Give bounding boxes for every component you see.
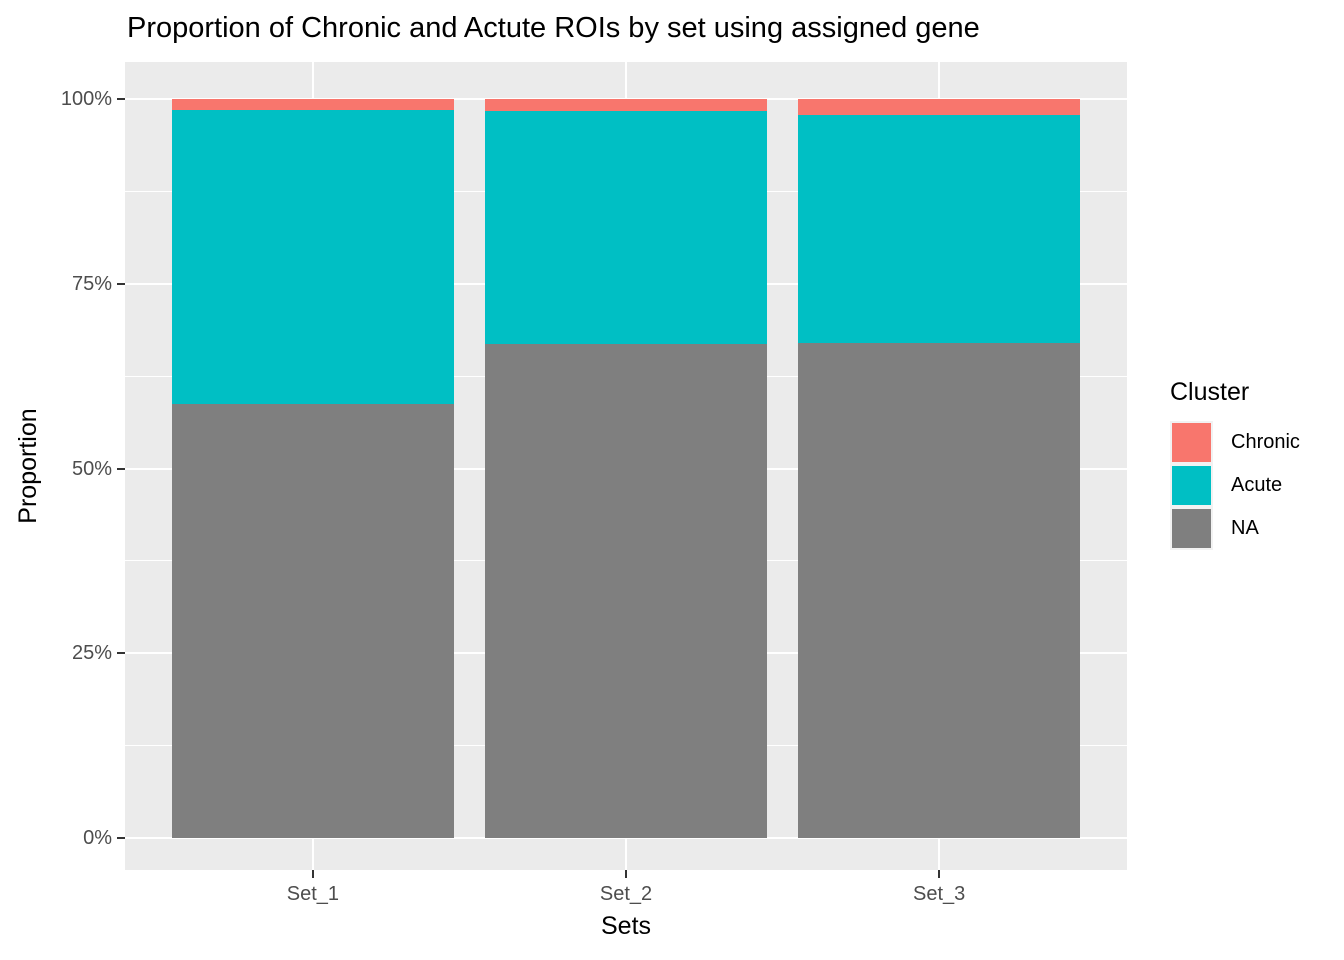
bar-Set_2 xyxy=(485,99,767,838)
y-tick-label: 100% xyxy=(60,88,112,110)
bar-segment-Set_3-Acute xyxy=(798,115,1081,343)
legend-item-label: NA xyxy=(1231,517,1259,539)
legend-key-NA xyxy=(1170,507,1213,550)
legend-item-Acute: Acute xyxy=(1170,464,1300,507)
y-tick-label: 75% xyxy=(71,272,112,295)
y-tick-mark xyxy=(117,837,125,839)
bar-segment-Set_2-Chronic xyxy=(485,99,767,111)
bar-segment-Set_2-NA xyxy=(485,343,767,838)
x-tick-label: Set_3 xyxy=(912,883,966,905)
legend-item-Chronic: Chronic xyxy=(1170,421,1300,464)
legend-swatch-Acute xyxy=(1172,466,1211,505)
legend-items: Chronic Acute NA xyxy=(1170,421,1300,550)
x-tick-label: Set_2 xyxy=(599,883,653,905)
y-axis-title: Proportion xyxy=(14,408,42,524)
legend-item-label: Chronic xyxy=(1231,431,1300,453)
y-tick-mark xyxy=(117,652,125,655)
bar-segment-Set_1-Acute xyxy=(171,110,454,405)
legend-item-NA: NA xyxy=(1170,507,1300,550)
x-tick-mark xyxy=(311,870,314,878)
x-tick-mark xyxy=(938,870,941,878)
legend-key-Chronic xyxy=(1170,421,1213,464)
legend-swatch-NA xyxy=(1172,509,1211,548)
bar-segment-Set_1-NA xyxy=(171,404,454,838)
y-tick-label: 50% xyxy=(71,457,112,480)
chart-title: Proportion of Chronic and Actute ROIs by… xyxy=(127,12,980,44)
legend-swatch-Chronic xyxy=(1172,423,1211,462)
legend-item-label: Acute xyxy=(1231,474,1283,496)
plot-panel xyxy=(125,62,1127,870)
bar-segment-Set_3-NA xyxy=(798,342,1081,838)
bar-segment-Set_2-Acute xyxy=(485,110,767,344)
bar-segment-Set_3-Chronic xyxy=(798,99,1081,116)
bar-Set_1 xyxy=(171,99,454,838)
legend: Cluster Chronic Acute NA xyxy=(1170,378,1300,550)
y-tick-label: 0% xyxy=(83,827,112,849)
y-tick-mark xyxy=(117,98,125,100)
legend-title: Cluster xyxy=(1170,378,1250,406)
x-axis-title: Sets xyxy=(600,912,652,940)
y-tick-mark xyxy=(117,467,125,470)
legend-key-Acute xyxy=(1170,464,1213,507)
x-tick-label: Set_1 xyxy=(286,883,339,905)
x-tick-mark xyxy=(625,870,627,878)
bar-segment-Set_1-Chronic xyxy=(171,99,454,111)
bar-Set_3 xyxy=(798,99,1081,838)
y-tick-mark xyxy=(117,282,125,285)
y-tick-label: 25% xyxy=(71,642,112,665)
